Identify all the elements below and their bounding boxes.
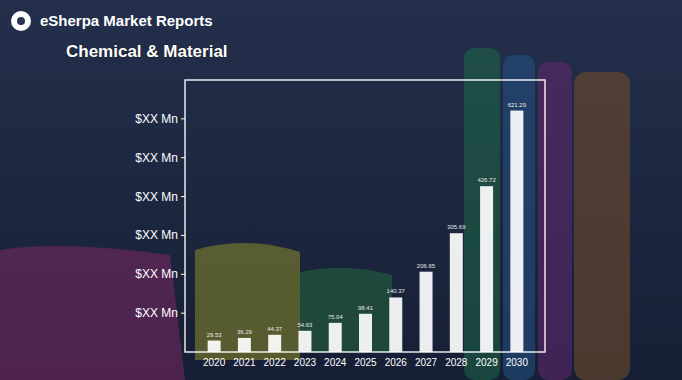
x-tick-label: 2028 bbox=[445, 357, 468, 368]
bar bbox=[420, 272, 433, 352]
bar bbox=[329, 323, 342, 352]
y-tick bbox=[181, 196, 185, 197]
data-label: 621.29 bbox=[508, 102, 527, 108]
y-tick-label: $XX Mn bbox=[135, 190, 178, 204]
y-tick bbox=[181, 274, 185, 275]
logo-icon bbox=[17, 17, 25, 25]
data-label: 305.69 bbox=[447, 224, 466, 230]
x-tick-label: 2024 bbox=[324, 357, 347, 368]
x-tick-label: 2029 bbox=[475, 357, 498, 368]
x-tick-label: 2026 bbox=[385, 357, 408, 368]
data-label: 206.65 bbox=[417, 263, 436, 269]
logo-icon bbox=[11, 11, 31, 31]
data-label: 36.29 bbox=[237, 329, 253, 335]
bar bbox=[238, 338, 251, 352]
x-tick-label: 2020 bbox=[203, 357, 226, 368]
y-tick-label: $XX Mn bbox=[135, 151, 178, 165]
data-label: 426.72 bbox=[477, 177, 496, 183]
y-tick bbox=[181, 235, 185, 236]
bar bbox=[480, 186, 493, 352]
y-tick-label: $XX Mn bbox=[135, 267, 178, 281]
background bbox=[0, 0, 682, 380]
y-tick bbox=[181, 313, 185, 314]
canvas: eSherpa Market Reports Chemical & Materia… bbox=[0, 0, 682, 380]
bars bbox=[208, 111, 524, 352]
y-tick bbox=[181, 157, 185, 158]
overlay bbox=[0, 0, 682, 380]
x-tick-label: 2025 bbox=[354, 357, 377, 368]
y-tick bbox=[181, 118, 185, 119]
x-tick-label: 2023 bbox=[294, 357, 317, 368]
y-tick-label: $XX Mn bbox=[135, 306, 178, 320]
plot-frame bbox=[185, 80, 545, 352]
data-label: 54.63 bbox=[297, 322, 313, 328]
y-tick-label: $XX Mn bbox=[135, 112, 178, 126]
bar bbox=[298, 331, 311, 352]
bar bbox=[268, 335, 281, 352]
bar bbox=[510, 111, 523, 352]
category: Chemical & Material bbox=[66, 42, 228, 61]
data-label: 98.41 bbox=[358, 305, 374, 311]
bar bbox=[450, 233, 463, 352]
bar bbox=[208, 341, 221, 352]
x-tick-label: 2030 bbox=[506, 357, 529, 368]
data-label: 140.37 bbox=[387, 288, 406, 294]
data-label: 29.53 bbox=[207, 332, 223, 338]
y-tick-label: $XX Mn bbox=[135, 228, 178, 242]
x-tick-label: 2027 bbox=[415, 357, 438, 368]
x-tick-label: 2022 bbox=[264, 357, 287, 368]
bar bbox=[389, 297, 402, 352]
x-tick-label: 2021 bbox=[233, 357, 256, 368]
data-label: 75.04 bbox=[328, 314, 344, 320]
data-label: 44.37 bbox=[267, 326, 283, 332]
bar bbox=[359, 314, 372, 352]
brand: eSherpa Market Reports bbox=[40, 12, 213, 29]
